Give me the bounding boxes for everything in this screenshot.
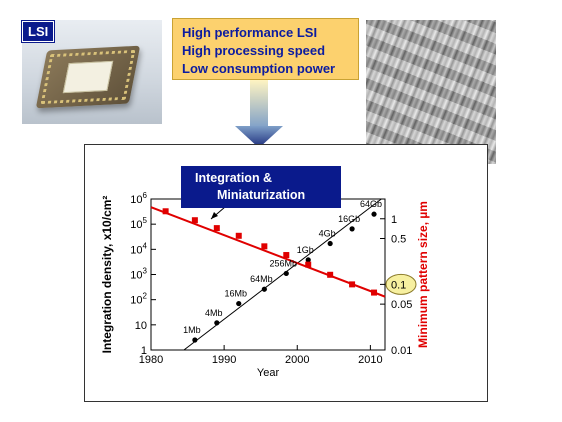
density-point-label: 64Gb xyxy=(360,199,382,209)
left-tick-base: 10 xyxy=(130,295,142,307)
x-tick-label: 1980 xyxy=(139,354,163,366)
size-point xyxy=(213,225,220,232)
lsi-label: LSI xyxy=(22,21,55,42)
left-tick-base: 1 xyxy=(141,345,147,357)
left-tick-label: 106 xyxy=(130,191,147,206)
density-point xyxy=(283,270,289,277)
density-point xyxy=(261,286,267,292)
annotation-line-2: Miniaturization xyxy=(217,188,306,202)
right-tick-label: 0.01 xyxy=(391,345,412,357)
annotation-box: Integration & Miniaturization xyxy=(181,166,341,208)
density-point-label: 4Mb xyxy=(205,308,223,318)
down-arrow-icon xyxy=(235,126,283,148)
highlight-ellipse xyxy=(385,273,417,295)
density-point-label: 16Gb xyxy=(338,214,360,224)
size-point xyxy=(305,261,312,268)
x-axis-title: Year xyxy=(257,367,280,379)
feature-performance: High performance LSI xyxy=(182,25,318,40)
circuit-micrograph-photo xyxy=(366,20,496,164)
density-point-label: 4Gb xyxy=(319,229,336,239)
feature-power: Low consumption power xyxy=(182,61,336,76)
right-tick-label: 0.1 xyxy=(391,279,406,291)
right-trend-line xyxy=(150,206,386,298)
annotation-line-1: Integration & xyxy=(195,171,273,185)
left-tick-exponent: 3 xyxy=(143,267,148,276)
left-tick-base: 10 xyxy=(130,219,142,231)
size-point xyxy=(371,289,378,296)
density-point xyxy=(305,257,311,263)
left-tick-base: 10 xyxy=(130,194,142,206)
right-tick-label: 0.5 xyxy=(391,234,406,246)
left-tick-label: 103 xyxy=(130,267,147,282)
left-tick-base: 10 xyxy=(130,244,142,256)
x-tick-label: 2000 xyxy=(285,354,309,366)
density-point-label: 64Mb xyxy=(250,274,273,284)
left-tick-exponent: 5 xyxy=(143,216,148,225)
density-point xyxy=(236,300,242,307)
x-tick-label: 2010 xyxy=(358,354,382,366)
density-point xyxy=(214,320,220,326)
left-tick-label: 105 xyxy=(130,216,147,231)
feature-speed: High processing speed xyxy=(182,43,326,58)
down-arrow-shaft xyxy=(250,80,268,128)
density-point-label: 16Mb xyxy=(224,289,247,299)
left-tick-exponent: 4 xyxy=(143,241,148,250)
left-axis-title: Integration density, x10/cm² xyxy=(100,196,114,354)
left-tick-base: 10 xyxy=(130,270,142,282)
density-point xyxy=(327,240,333,247)
size-point xyxy=(349,281,356,288)
right-axis-title: Minimum pattern size, µm xyxy=(416,201,430,348)
density-point xyxy=(192,337,198,343)
density-point-label: 1Mb xyxy=(183,325,201,335)
density-point xyxy=(349,226,355,232)
left-tick-label: 1 xyxy=(141,345,147,357)
size-point xyxy=(162,208,169,215)
size-point xyxy=(261,243,268,250)
density-point-label: 1Gb xyxy=(297,245,314,255)
left-tick-exponent: 6 xyxy=(143,191,148,200)
x-tick-label: 1990 xyxy=(212,354,236,366)
size-point xyxy=(327,271,334,278)
size-point xyxy=(283,252,290,259)
features-box: High performance LSI High processing spe… xyxy=(172,18,359,80)
density-point xyxy=(371,211,377,217)
left-tick-label: 104 xyxy=(130,241,147,256)
size-point xyxy=(191,217,198,224)
left-tick-base: 10 xyxy=(135,320,147,332)
density-point-label: 256Mb xyxy=(270,258,298,268)
annotation-pointer-head xyxy=(211,212,218,219)
right-tick-label: 0.05 xyxy=(391,299,412,311)
right-tick-label: 1 xyxy=(391,214,397,226)
left-tick-label: 102 xyxy=(130,292,147,307)
left-tick-label: 10 xyxy=(135,320,147,332)
left-tick-exponent: 2 xyxy=(143,292,148,301)
size-point xyxy=(235,232,242,239)
